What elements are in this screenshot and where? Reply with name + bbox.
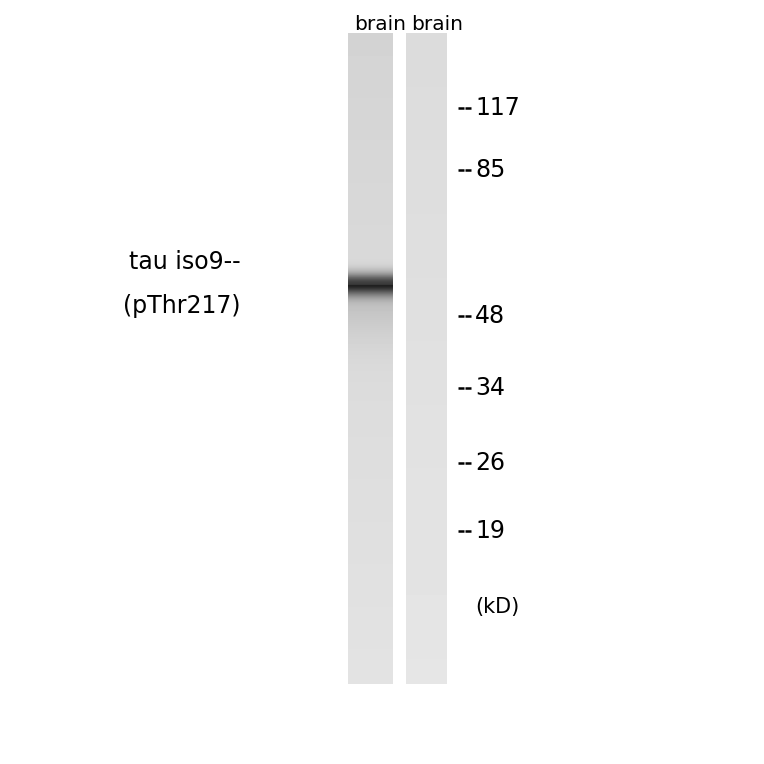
Text: 19: 19 xyxy=(475,519,505,543)
Text: (kD): (kD) xyxy=(475,597,520,617)
Text: brain: brain xyxy=(411,15,463,34)
Text: 85: 85 xyxy=(475,158,506,182)
Text: 117: 117 xyxy=(475,96,520,121)
Text: 48: 48 xyxy=(475,304,505,329)
Text: brain: brain xyxy=(354,15,406,34)
Text: 34: 34 xyxy=(475,376,505,400)
Text: tau iso9--: tau iso9-- xyxy=(129,250,241,274)
Text: 26: 26 xyxy=(475,451,505,474)
Text: (pThr217): (pThr217) xyxy=(123,294,241,318)
